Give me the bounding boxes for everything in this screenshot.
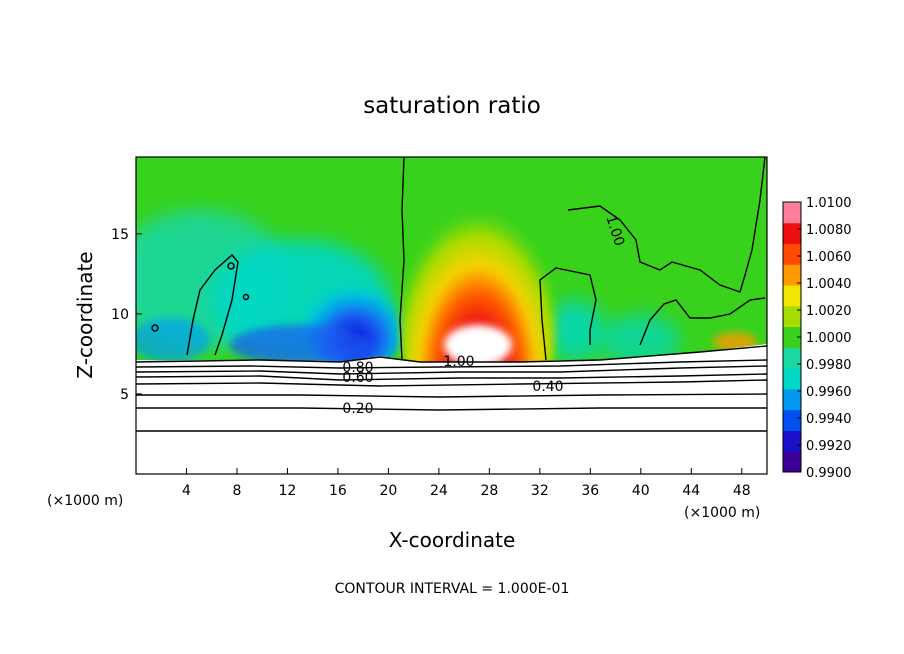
x-axis: 4 8 12 16 20 24 28 32 36 40 44 48: [182, 468, 751, 499]
colorbar-tick-label: 0.9920: [806, 439, 852, 454]
colorbar-tick-label: 1.0000: [806, 331, 852, 346]
contour-interval-text: CONTOUR INTERVAL = 1.000E-01: [335, 581, 570, 597]
x-tick-label: 28: [480, 483, 498, 499]
colorbar-swatch: [783, 264, 801, 286]
y-tick-label: 5: [120, 387, 129, 403]
y-axis: 5 10 15: [111, 227, 142, 403]
x-tick-label: 40: [632, 483, 650, 499]
contour-label: 0.40: [532, 379, 563, 395]
colorbar-tick-label: 1.0020: [806, 304, 852, 319]
colorbar-swatch: [783, 409, 801, 431]
x-tick-label: 44: [682, 483, 700, 499]
colorbar-swatch: [783, 451, 801, 473]
contour-lines: [136, 157, 767, 432]
colorbar-swatch: [783, 202, 801, 224]
colorbar-swatch: [783, 347, 801, 369]
y-axis-label: Z-coordinate: [73, 251, 97, 378]
colorbar-swatch: [783, 285, 801, 307]
contour-label: 0.80: [342, 360, 373, 376]
colorbar-tick-label: 1.0060: [806, 250, 852, 265]
chart-title: saturation ratio: [363, 93, 541, 119]
contour-label: 0.60: [342, 370, 373, 386]
x-tick-label: 24: [430, 483, 448, 499]
contour-label: 0.20: [342, 401, 373, 417]
x-tick-label: 4: [182, 483, 191, 499]
colorbar-swatch: [783, 430, 801, 452]
colorbar: 1.0100 1.0080 1.0060 1.0040 1.0020 1.0000 0.99…: [782, 196, 852, 481]
contour-label: 1.00: [443, 354, 474, 370]
x-tick-label: 36: [581, 483, 599, 499]
y-tick-label: 10: [111, 307, 129, 323]
x-unit-label-right: (×1000 m): [684, 505, 760, 521]
heatmap-field: [136, 157, 767, 474]
colorbar-swatch: [783, 368, 801, 390]
colorbar-swatch: [783, 388, 801, 411]
colorbar-tick-label: 1.0040: [806, 277, 852, 292]
y-tick-label: 15: [111, 227, 129, 243]
contour-label-group: 1.00 0.80 0.60 0.40 0.20 1.00: [342, 213, 627, 417]
colorbar-tick-label: 0.9980: [806, 358, 852, 373]
x-tick-label: 8: [232, 483, 241, 499]
colorbar-swatch: [783, 326, 801, 348]
colorbar-tick-label: 1.0080: [806, 223, 852, 238]
colorbar-swatch: [783, 222, 801, 245]
colorbar-tick-label: 0.9900: [806, 466, 852, 481]
x-tick-label: 12: [279, 483, 297, 499]
x-tick-label: 32: [531, 483, 549, 499]
x-tick-label: 48: [733, 483, 751, 499]
plot-frame: [135, 156, 768, 475]
x-axis-label: X-coordinate: [389, 528, 516, 552]
colorbar-swatch: [783, 243, 801, 265]
colorbar-tick-label: 0.9960: [806, 385, 852, 400]
colorbar-tick-label: 1.0100: [806, 196, 852, 211]
x-tick-label: 16: [329, 483, 347, 499]
colorbar-swatch: [783, 305, 801, 328]
x-tick-label: 20: [379, 483, 397, 499]
colorbar-tick-label: 0.9940: [806, 412, 852, 427]
x-unit-label-left: (×1000 m): [47, 493, 123, 509]
